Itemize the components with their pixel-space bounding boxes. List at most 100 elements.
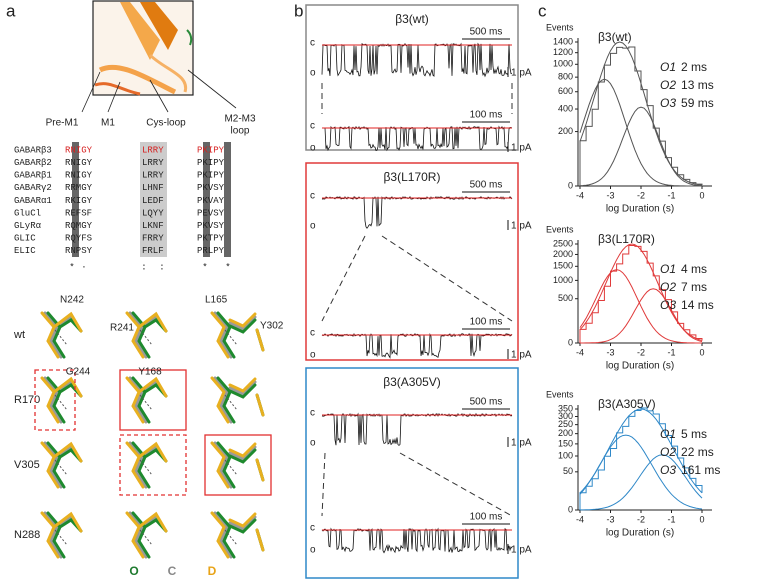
open-label: o bbox=[310, 545, 316, 556]
sequence: FRLF bbox=[142, 246, 164, 256]
y-tick-label: 0 bbox=[568, 504, 573, 514]
sequence: LRRY bbox=[142, 158, 164, 168]
component-name: O3 bbox=[660, 298, 676, 312]
y-tick-label: 800 bbox=[558, 72, 573, 82]
sequence: LQYY bbox=[142, 208, 164, 218]
highlight-box bbox=[34, 369, 76, 431]
trace-box bbox=[305, 162, 519, 361]
region-label: M1 bbox=[101, 118, 115, 129]
time-scale-label: 500 ms bbox=[470, 27, 503, 38]
component-name: O1 bbox=[660, 262, 676, 276]
current-trace bbox=[321, 196, 513, 229]
x-tick-label: -3 bbox=[606, 514, 614, 524]
sequence-name: GluCl bbox=[14, 208, 41, 218]
trace-title: β3(L170R) bbox=[384, 170, 441, 184]
x-tick-label: -2 bbox=[637, 347, 645, 357]
sequence-name: GLIC bbox=[14, 234, 36, 244]
sequence: PEVSY bbox=[197, 208, 225, 218]
sequence: RNIGY bbox=[65, 158, 93, 168]
residue-label: Y168 bbox=[138, 367, 162, 378]
region-label: M2-M3 bbox=[224, 114, 256, 125]
x-tick-label: 0 bbox=[699, 347, 704, 357]
hbond bbox=[139, 459, 153, 476]
hbond bbox=[139, 329, 153, 346]
fit-curve bbox=[579, 269, 702, 344]
component-name: O1 bbox=[660, 427, 676, 441]
y-tick-label: 500 bbox=[558, 293, 573, 303]
structure-image bbox=[81, 0, 237, 113]
conservation-mark: * bbox=[225, 262, 230, 272]
state-label: C bbox=[168, 564, 177, 578]
hbond bbox=[139, 529, 153, 546]
open-label: o bbox=[310, 438, 316, 449]
x-axis-title: log Duration (s) bbox=[606, 361, 674, 372]
component-time: 7 ms bbox=[681, 280, 707, 294]
component-label: O3 59 ms bbox=[660, 96, 714, 110]
y-tick-label: 150 bbox=[558, 438, 573, 448]
sequence: PKTPY bbox=[197, 234, 225, 244]
sequence: RRMGY bbox=[65, 183, 93, 193]
row-label: N288 bbox=[14, 529, 40, 541]
component-time: 22 ms bbox=[681, 445, 714, 459]
hist-title: β3(L170R) bbox=[598, 232, 655, 246]
component-time: 2 ms bbox=[681, 60, 707, 74]
residue-stick bbox=[125, 311, 168, 359]
component-label: O1 2 ms bbox=[660, 60, 707, 74]
sequence-name: GABARβ1 bbox=[14, 171, 52, 181]
component-name: O2 bbox=[660, 78, 676, 92]
amp-scale-label: 1 pA bbox=[511, 221, 532, 232]
sequence-name: GABARβ3 bbox=[14, 145, 52, 155]
residue-stick bbox=[210, 311, 265, 359]
y-tick-label: 600 bbox=[558, 86, 573, 96]
component-name: O3 bbox=[660, 96, 676, 110]
hbond bbox=[224, 529, 238, 546]
component-name: O1 bbox=[660, 60, 676, 74]
highlight-box bbox=[204, 434, 272, 496]
sequence-name: GLyRα bbox=[14, 221, 42, 231]
y-axis-title: Events bbox=[546, 22, 574, 32]
residue-label: N242 bbox=[60, 295, 84, 306]
panel-label: b bbox=[294, 1, 303, 20]
highlight-column bbox=[203, 142, 210, 257]
open-label: o bbox=[310, 68, 316, 79]
sequence: REFSF bbox=[65, 208, 92, 218]
row-label: wt bbox=[13, 329, 25, 341]
x-tick-label: 0 bbox=[699, 514, 704, 524]
sequence: PKVSY bbox=[197, 183, 225, 193]
residue-stick bbox=[40, 311, 83, 359]
x-tick-label: -4 bbox=[576, 514, 584, 524]
sequence: LRRY bbox=[142, 171, 164, 181]
hbond bbox=[54, 459, 68, 476]
sequence: RQYFS bbox=[65, 234, 92, 244]
open-label: o bbox=[310, 350, 316, 361]
hbond bbox=[54, 529, 68, 546]
region-label: Pre-M1 bbox=[46, 118, 79, 129]
component-label: O3 14 ms bbox=[660, 298, 714, 312]
component-time: 5 ms bbox=[681, 427, 707, 441]
highlight-box bbox=[119, 369, 187, 431]
y-tick-label: 350 bbox=[558, 403, 573, 413]
time-scale-label: 100 ms bbox=[470, 317, 503, 328]
time-scale-label: 500 ms bbox=[470, 397, 503, 408]
y-axis-title: Events bbox=[546, 224, 574, 234]
component-label: O1 5 ms bbox=[660, 427, 707, 441]
current-trace bbox=[321, 332, 513, 359]
sequence-name: ELIC bbox=[14, 246, 36, 256]
y-tick-label: 50 bbox=[563, 466, 573, 476]
trace-title: β3(wt) bbox=[395, 12, 429, 26]
sequence: LRRY bbox=[142, 145, 164, 155]
sequence: LEDF bbox=[142, 196, 164, 206]
component-name: O2 bbox=[660, 280, 676, 294]
current-trace bbox=[321, 412, 513, 446]
row-label: V305 bbox=[14, 459, 40, 471]
residue-stick bbox=[40, 376, 83, 424]
component-time: 59 ms bbox=[681, 96, 714, 110]
x-tick-label: -1 bbox=[667, 190, 675, 200]
closed-label: c bbox=[310, 408, 315, 419]
row-label: R170 bbox=[14, 394, 40, 406]
time-scale-label: 100 ms bbox=[470, 110, 503, 121]
conservation-mark: · bbox=[81, 262, 86, 272]
sequence: FRRY bbox=[142, 234, 164, 244]
x-tick-label: -2 bbox=[637, 514, 645, 524]
time-scale-label: 500 ms bbox=[470, 180, 503, 191]
